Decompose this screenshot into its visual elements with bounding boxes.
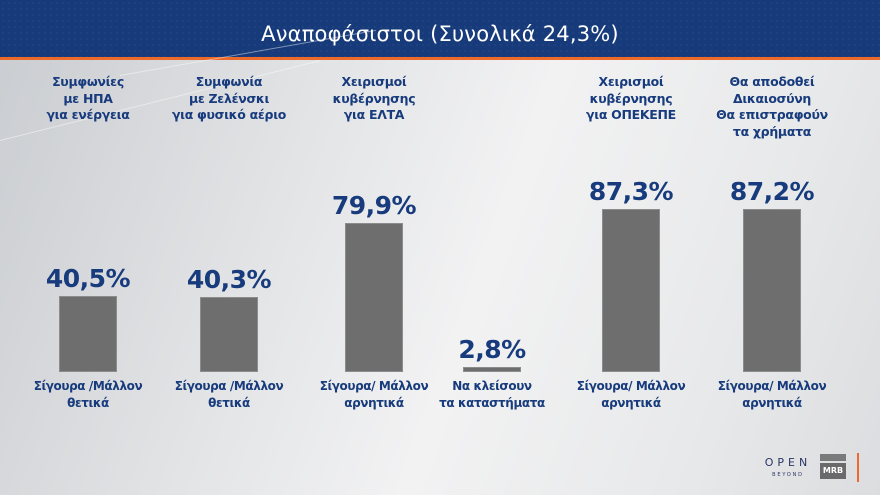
category-title-line: για ΕΛΤΑ bbox=[343, 107, 405, 122]
bar-label-line: Σίγουρα/ Μάλλον bbox=[319, 379, 429, 393]
bar-label: Σίγουρα /Μάλλον θετικά bbox=[159, 378, 299, 412]
open-beyond-tagline: BEYOND bbox=[772, 472, 804, 478]
category-title-line: Θα επιστραφούν bbox=[716, 107, 828, 122]
open-logo: OPEN bbox=[764, 456, 812, 469]
category-title: Χειρισμοί κυβέρνησης για ΕΛΤΑ bbox=[304, 74, 444, 124]
value-label: 40,3% bbox=[186, 265, 272, 294]
category-title-line: Δικαιοσύνη bbox=[732, 90, 812, 106]
bar bbox=[743, 209, 801, 372]
value-label: 87,2% bbox=[729, 177, 815, 206]
value-label: 2,8% bbox=[458, 335, 526, 364]
value-label: 40,5% bbox=[45, 264, 131, 293]
bar-label-line: Σίγουρα /Μάλλον bbox=[174, 379, 284, 393]
value-label: 79,9% bbox=[331, 191, 417, 220]
bar-label: Σίγουρα /Μάλλον θετικά bbox=[18, 378, 158, 412]
bar-label-line: αρνητικά bbox=[601, 396, 661, 410]
bar-label: Σίγουρα/ Μάλλον αρνητικά bbox=[304, 378, 444, 412]
bar-label-line: Να κλείσουν bbox=[452, 379, 532, 393]
mrb-logo-top bbox=[820, 454, 846, 461]
bar bbox=[602, 209, 660, 372]
bar-label-line: Σίγουρα/ Μάλλον bbox=[717, 379, 827, 393]
category-title-line: για φυσικό αέριο bbox=[171, 107, 287, 122]
bar bbox=[345, 223, 403, 372]
category-title-line: Συμφωνίες bbox=[52, 74, 124, 89]
category-title-line: Συμφωνία bbox=[195, 74, 263, 89]
footer-accent-tick bbox=[857, 453, 859, 482]
header-accent-line bbox=[0, 57, 880, 60]
bar-label-line: αρνητικά bbox=[344, 396, 404, 410]
category-title-line: με Ζελένσκι bbox=[188, 90, 270, 106]
header-bar: Αναποφάσιστοι (Συνολικά 24,3%) bbox=[0, 0, 880, 57]
value-label: 87,3% bbox=[588, 177, 674, 206]
bar-label: Σίγουρα/ Μάλλον αρνητικά bbox=[702, 378, 842, 412]
category-title: Θα αποδοθεί Δικαιοσύνη Θα επιστραφούν τα χρ… bbox=[702, 74, 842, 140]
category-title-line: κυβέρνησης bbox=[589, 90, 673, 106]
bar bbox=[200, 297, 258, 372]
category-title-line: για ενέργεια bbox=[46, 107, 130, 122]
bar bbox=[59, 296, 117, 372]
category-title-line: κυβέρνησης bbox=[332, 90, 416, 106]
category-title-line: Χειρισμοί bbox=[598, 74, 664, 89]
mrb-logo: MRB bbox=[820, 454, 846, 479]
category-title: Χειρισμοί κυβέρνησης για ΟΠΕΚΕΠΕ bbox=[561, 74, 701, 124]
category-title: Συμφωνία με Ζελένσκι για φυσικό αέριο bbox=[159, 74, 299, 124]
category-title-line: με ΗΠΑ bbox=[63, 90, 113, 106]
category-title-line: Χειρισμοί bbox=[341, 74, 407, 89]
bar-label-line: Σίγουρα /Μάλλον bbox=[33, 379, 143, 393]
bar-label-line: θετικά bbox=[208, 396, 250, 410]
bar-label-line: αρνητικά bbox=[742, 396, 802, 410]
category-title-line: τα χρήματα bbox=[732, 123, 812, 139]
bar-label-line: θετικά bbox=[67, 396, 109, 410]
category-title-line: για ΟΠΕΚΕΠΕ bbox=[586, 107, 676, 122]
bar-label: Σίγουρα/ Μάλλον αρνητικά bbox=[561, 378, 701, 412]
mrb-logo-text: MRB bbox=[820, 463, 846, 479]
category-title-line: Θα αποδοθεί bbox=[729, 74, 815, 89]
bar bbox=[463, 367, 521, 372]
category-title: Συμφωνίες με ΗΠΑ για ενέργεια bbox=[18, 74, 158, 124]
chart-title: Αναποφάσιστοι (Συνολικά 24,3%) bbox=[261, 22, 619, 46]
bar-label-line: Σίγουρα/ Μάλλον bbox=[576, 379, 686, 393]
bar-label: Να κλείσουν τα καταστήματα bbox=[422, 378, 562, 412]
bar-label-line: τα καταστήματα bbox=[439, 396, 545, 410]
